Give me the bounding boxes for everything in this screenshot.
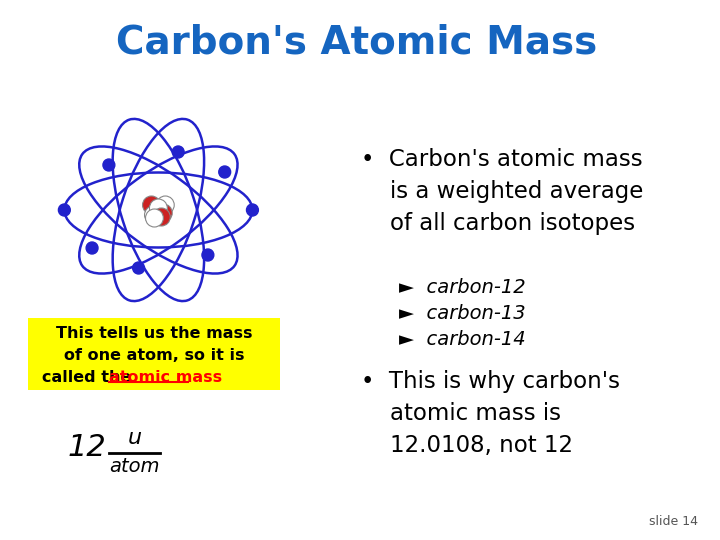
Text: Carbon's Atomic Mass: Carbon's Atomic Mass bbox=[116, 23, 597, 61]
Circle shape bbox=[103, 159, 114, 171]
Circle shape bbox=[150, 199, 167, 217]
Text: atomic mass: atomic mass bbox=[109, 370, 222, 386]
Circle shape bbox=[145, 206, 162, 224]
Circle shape bbox=[219, 166, 230, 178]
Circle shape bbox=[143, 196, 161, 214]
Text: u: u bbox=[127, 428, 142, 448]
Text: ►  carbon-13: ► carbon-13 bbox=[399, 304, 526, 323]
Circle shape bbox=[202, 249, 214, 261]
Text: ►  carbon-14: ► carbon-14 bbox=[399, 330, 526, 349]
FancyBboxPatch shape bbox=[27, 318, 280, 390]
Text: ►  carbon-12: ► carbon-12 bbox=[399, 278, 526, 297]
Circle shape bbox=[154, 204, 172, 222]
Text: atom: atom bbox=[109, 456, 160, 476]
Circle shape bbox=[153, 208, 170, 226]
Circle shape bbox=[145, 209, 163, 227]
Circle shape bbox=[150, 206, 167, 224]
Text: slide 14: slide 14 bbox=[649, 515, 698, 528]
Text: •  Carbon's atomic mass
    is a weighted average
    of all carbon isotopes: • Carbon's atomic mass is a weighted ave… bbox=[361, 148, 644, 235]
Circle shape bbox=[156, 196, 174, 214]
Circle shape bbox=[86, 242, 98, 254]
Text: •  This is why carbon's
    atomic mass is
    12.0108, not 12: • This is why carbon's atomic mass is 12… bbox=[361, 370, 621, 457]
Circle shape bbox=[172, 146, 184, 158]
Text: This tells us the mass: This tells us the mass bbox=[55, 327, 252, 341]
Circle shape bbox=[246, 204, 258, 216]
Circle shape bbox=[58, 204, 71, 216]
Text: 12: 12 bbox=[68, 434, 107, 462]
Text: of one atom, so it is: of one atom, so it is bbox=[63, 348, 244, 363]
Circle shape bbox=[132, 262, 145, 274]
Text: called the: called the bbox=[42, 370, 137, 386]
